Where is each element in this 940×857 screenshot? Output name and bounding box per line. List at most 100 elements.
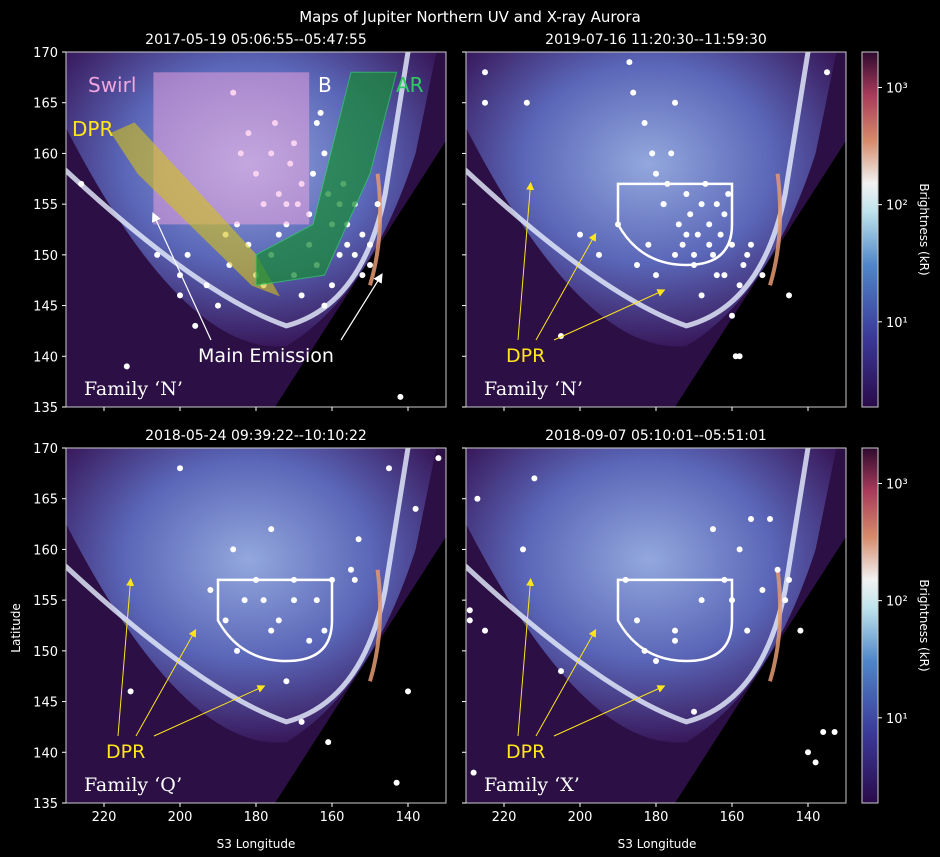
xray-photon-point — [786, 292, 792, 299]
xray-photon-point — [177, 292, 183, 299]
no-data-region — [675, 536, 846, 803]
colorbar-tick-label: 10³ — [886, 82, 908, 97]
xray-photon-point — [192, 322, 199, 329]
y-tick-label: 135 — [33, 401, 58, 416]
xray-photon-point — [215, 302, 221, 309]
main-emission-arrow — [340, 273, 383, 341]
xray-photon-point — [268, 526, 275, 533]
dpr-label: DPR — [506, 345, 545, 367]
dpr-arrow — [553, 685, 666, 737]
xray-photon-point — [710, 251, 716, 258]
colorbar-gradient — [861, 51, 879, 408]
y-tick-label: 150 — [33, 645, 58, 660]
dpr-arrow — [117, 577, 135, 737]
aurora-image — [66, 52, 446, 407]
xray-photon-point — [672, 627, 678, 634]
xray-photon-point — [759, 272, 766, 279]
panel-title: 2018-09-07 05:10:01--05:51:01 — [545, 428, 767, 444]
colorbar-1: 10³ 10² 10¹ Brightness (kR) — [861, 51, 931, 408]
xray-photon-point — [596, 251, 602, 258]
x-tick-label: 160 — [720, 810, 745, 825]
x-axis-label-right: S3 Longitude — [618, 837, 697, 851]
xray-photon-point — [713, 201, 720, 208]
xray-photon-point — [721, 211, 728, 218]
xray-photon-point — [668, 150, 675, 157]
colorbar-2: 10³ 10² 10¹ Brightness (kR) — [861, 447, 931, 804]
xray-photon-point — [634, 617, 640, 624]
family-label: Family ‘N’ — [484, 378, 583, 400]
dpr-arrow — [517, 181, 535, 341]
xray-photon-point — [717, 231, 724, 238]
colorbar-tick-label: 10¹ — [886, 316, 908, 331]
swirl-region-outline — [216, 578, 334, 663]
colorbar-tick-label: 10¹ — [886, 712, 908, 727]
ar-label: AR — [396, 73, 424, 97]
xray-photon-point — [470, 769, 477, 776]
xray-photon-point — [645, 241, 652, 248]
family-label: Family ‘Q’ — [84, 774, 182, 796]
dpr-arrow — [517, 577, 535, 737]
xray-photon-point — [283, 678, 290, 685]
y-axis-label-bottom: Latitude — [9, 603, 23, 652]
xray-photon-point — [351, 576, 358, 583]
xray-photon-point — [744, 627, 751, 634]
xray-photon-point — [653, 272, 659, 279]
colorbar-label: Brightness (kR) — [917, 183, 931, 275]
xray-photon-point — [740, 262, 747, 268]
xray-photon-point — [660, 201, 667, 208]
main-emission-arc — [466, 52, 811, 329]
xray-photon-point — [359, 272, 366, 279]
xray-photon-point — [393, 779, 400, 786]
colorbar-tick-label: 10² — [886, 199, 908, 214]
y-tick-label: 155 — [33, 594, 58, 609]
xray-photon-point — [313, 120, 320, 126]
xray-photon-point — [207, 587, 214, 593]
xray-photon-point — [649, 150, 656, 157]
xray-photon-point — [203, 282, 210, 289]
aurora-image — [466, 52, 846, 407]
xray-photon-point — [531, 475, 538, 482]
main-emission-arc — [466, 448, 811, 725]
dpr-arrow — [535, 628, 597, 737]
xray-photon-point — [653, 658, 659, 664]
y-tick-label: 170 — [33, 442, 58, 457]
xray-photon-point — [691, 708, 697, 715]
xray-photon-point — [260, 597, 267, 604]
xray-photon-point — [298, 292, 305, 299]
xray-photon-point — [820, 729, 827, 735]
xray-photon-point — [710, 526, 716, 533]
xray-photon-point — [412, 505, 419, 512]
dpr-arrow — [153, 685, 266, 737]
xray-photon-point — [482, 69, 488, 76]
x-tick-label: 220 — [92, 810, 117, 825]
panel-3: 2018-05-24 09:39:22--10:10:22 Family ‘Q’ 1… — [33, 428, 447, 825]
xray-photon-point — [653, 170, 659, 177]
xray-photon-point — [558, 668, 564, 675]
colorbar-label: Brightness (kR) — [917, 579, 931, 671]
xray-photon-point — [767, 516, 773, 522]
xray-photon-point — [721, 272, 728, 279]
x-tick-label: 140 — [396, 810, 421, 825]
x-axis-label-left: S3 Longitude — [217, 837, 296, 851]
bright-arc-spot — [368, 569, 383, 682]
xray-photon-point — [329, 282, 335, 289]
active-region — [255, 71, 398, 286]
y-tick-label: 150 — [33, 249, 58, 264]
figure-title: Maps of Jupiter Northern UV and X-ray Au… — [299, 8, 641, 26]
xray-photon-point — [321, 627, 328, 634]
panel-2: 2019-07-16 11:20:30--11:59:30 Family ‘N’ D… — [462, 32, 847, 411]
xray-photon-point — [672, 251, 678, 258]
panel-title: 2019-07-16 11:20:30--11:59:30 — [545, 32, 767, 48]
main-emission-label: Main Emission — [198, 345, 334, 367]
xray-photon-point — [355, 536, 362, 543]
xray-photon-point — [230, 546, 237, 553]
xray-photon-point — [435, 455, 442, 462]
xray-photon-point — [482, 99, 488, 106]
xray-photon-point — [405, 688, 411, 695]
b-label: B — [318, 73, 332, 97]
xray-photon-point — [782, 597, 789, 604]
panel-1: 2017-05-19 05:06:55--05:47:55 Family ‘N’ 1… — [33, 32, 447, 416]
y-tick-label: 140 — [33, 746, 58, 761]
dpr-label: DPR — [106, 741, 145, 763]
xray-photon-point — [729, 312, 735, 319]
